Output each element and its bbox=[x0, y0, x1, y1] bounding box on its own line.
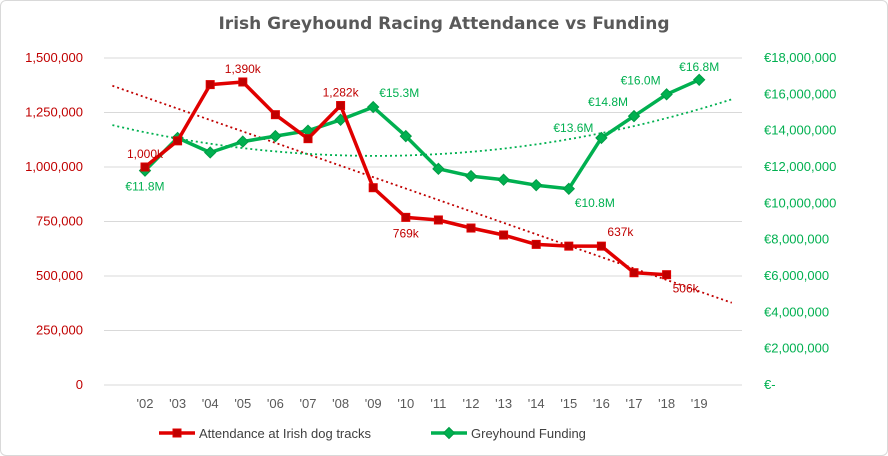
legend-attendance-label: Attendance at Irish dog tracks bbox=[199, 426, 371, 441]
funding-marker bbox=[269, 129, 282, 143]
attendance-marker bbox=[531, 239, 541, 249]
attendance-marker bbox=[205, 80, 215, 90]
x-axis-tick-label: '15 bbox=[560, 396, 577, 411]
right-axis: €- €2,000,000 €4,000,000 €6,000,000 €8,000,0… bbox=[764, 50, 836, 392]
right-axis-tick-label: €12,000,000 bbox=[764, 159, 836, 174]
chart-title: Irish Greyhound Racing Attendance vs Fun… bbox=[218, 14, 669, 34]
funding-marker bbox=[627, 109, 641, 123]
right-axis-tick-label: €4,000,000 bbox=[764, 304, 829, 319]
legend-attendance-marker bbox=[172, 428, 182, 438]
funding-marker bbox=[432, 162, 445, 176]
attendance-data-label: 506k bbox=[673, 282, 700, 296]
funding-line bbox=[143, 78, 700, 191]
left-axis: 0 250,000 500,000 750,000 1,000,000 1,250,000… bbox=[25, 50, 83, 392]
attendance-marker bbox=[303, 134, 313, 144]
x-axis-tick-label: '05 bbox=[234, 396, 251, 411]
x-axis-tick-label: '03 bbox=[169, 396, 186, 411]
legend: Attendance at Irish dog tracks Greyhound … bbox=[159, 426, 586, 441]
attendance-marker bbox=[140, 162, 150, 172]
data-labels: 1,000k 1,390k 1,282k 769k 637k 506k €11.8M €15.… bbox=[125, 60, 719, 296]
funding-marker bbox=[660, 88, 673, 101]
funding-data-label: €11.8M bbox=[125, 180, 164, 194]
left-axis-tick-label: 500,000 bbox=[36, 268, 83, 283]
funding-data-label: €16.8M bbox=[679, 60, 719, 74]
trendlines bbox=[112, 84, 733, 304]
attendance-marker bbox=[270, 110, 280, 120]
left-axis-tick-label: 1,500,000 bbox=[25, 50, 83, 65]
funding-marker bbox=[692, 73, 706, 87]
x-axis-tick-label: '07 bbox=[300, 396, 317, 411]
right-axis-tick-label: €18,000,000 bbox=[764, 50, 836, 65]
attendance-marker bbox=[401, 212, 411, 222]
attendance-marker bbox=[433, 215, 443, 225]
attendance-marker bbox=[466, 223, 476, 233]
attendance-marker bbox=[564, 241, 574, 251]
right-axis-tick-label: €16,000,000 bbox=[764, 86, 836, 101]
funding-marker bbox=[595, 131, 608, 145]
x-axis-tick-label: '09 bbox=[365, 396, 382, 411]
right-axis-tick-label: €10,000,000 bbox=[764, 195, 836, 210]
attendance-marker bbox=[336, 101, 346, 111]
funding-marker bbox=[203, 146, 217, 159]
right-axis-tick-label: €8,000,000 bbox=[764, 232, 829, 247]
funding-marker bbox=[562, 182, 576, 196]
right-axis-tick-label: €2,000,000 bbox=[764, 341, 829, 356]
funding-marker bbox=[529, 178, 543, 192]
attendance-data-label: 637k bbox=[607, 225, 634, 239]
attendance-marker bbox=[238, 77, 248, 87]
funding-trendline bbox=[112, 98, 733, 157]
x-axis-tick-label: '11 bbox=[430, 396, 446, 411]
left-axis-tick-label: 1,000,000 bbox=[25, 159, 83, 174]
attendance-trendline bbox=[112, 84, 733, 304]
x-axis-tick-label: '18 bbox=[658, 396, 675, 411]
attendance-data-label: 1,000k bbox=[127, 147, 164, 161]
attendance-data-label: 1,282k bbox=[323, 86, 360, 100]
x-axis-tick-label: '10 bbox=[397, 396, 414, 411]
funding-data-label: €10.8M bbox=[575, 196, 615, 210]
attendance-marker bbox=[596, 241, 606, 251]
funding-marker bbox=[366, 100, 380, 114]
attendance-marker bbox=[173, 136, 183, 146]
funding-data-label: €16.0M bbox=[621, 73, 661, 87]
left-axis-tick-label: 0 bbox=[76, 377, 83, 392]
x-axis-tick-label: '06 bbox=[267, 396, 284, 411]
funding-data-label: €14.8M bbox=[588, 95, 628, 109]
attendance-line bbox=[143, 80, 667, 277]
x-axis-tick-label: '08 bbox=[332, 396, 349, 411]
right-axis-tick-label: €14,000,000 bbox=[764, 123, 836, 138]
gridlines bbox=[104, 57, 742, 386]
x-axis-tick-label: '02 bbox=[137, 396, 154, 411]
legend-funding-label: Greyhound Funding bbox=[471, 426, 586, 441]
funding-marker bbox=[236, 135, 250, 148]
attendance-marker bbox=[499, 230, 509, 240]
x-axis-tick-label: '19 bbox=[691, 396, 708, 411]
funding-marker bbox=[399, 129, 413, 143]
left-axis-tick-label: 1,250,000 bbox=[25, 105, 83, 120]
x-axis: '02 '03 '04 '05 '06 '07 '08 '09 '10 '11 '12 '13 '14 '… bbox=[137, 396, 708, 411]
left-axis-tick-label: 750,000 bbox=[36, 214, 83, 229]
series-lines bbox=[138, 73, 706, 280]
x-axis-tick-label: '14 bbox=[528, 396, 545, 411]
x-axis-tick-label: '12 bbox=[463, 396, 480, 411]
attendance-marker bbox=[662, 270, 672, 280]
attendance-marker bbox=[629, 268, 639, 278]
legend-funding-marker bbox=[442, 426, 456, 440]
attendance-data-label: 769k bbox=[393, 226, 420, 240]
left-axis-tick-label: 250,000 bbox=[36, 323, 83, 338]
x-axis-tick-label: '13 bbox=[495, 396, 512, 411]
funding-data-label: €13.6M bbox=[553, 121, 593, 135]
funding-data-label: €15.3M bbox=[379, 86, 419, 100]
right-axis-tick-label: €- bbox=[764, 377, 776, 392]
funding-marker bbox=[464, 169, 478, 183]
attendance-data-label: 1,390k bbox=[225, 62, 262, 76]
x-axis-tick-label: '04 bbox=[202, 396, 219, 411]
x-axis-tick-label: '16 bbox=[593, 396, 610, 411]
x-axis-tick-label: '17 bbox=[626, 396, 643, 411]
right-axis-tick-label: €6,000,000 bbox=[764, 268, 829, 283]
attendance-marker bbox=[368, 183, 378, 193]
funding-marker bbox=[497, 173, 510, 186]
